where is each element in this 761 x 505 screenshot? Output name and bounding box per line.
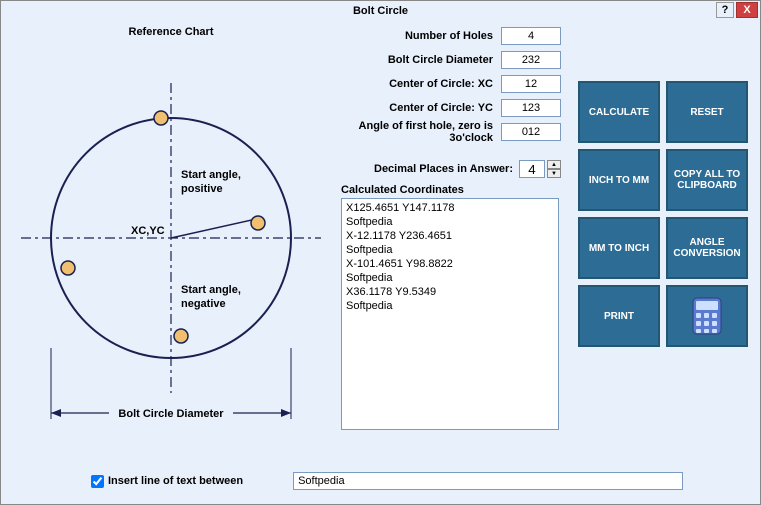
insert-text-checkbox[interactable] — [91, 475, 104, 488]
copy-all-button[interactable]: COPY ALL TO CLIPBOARD — [666, 149, 748, 211]
reset-button[interactable]: RESET — [666, 81, 748, 143]
svg-text:Bolt Circle Diameter: Bolt Circle Diameter — [118, 408, 224, 420]
print-button[interactable]: PRINT — [578, 285, 660, 347]
svg-text:Start angle,: Start angle, — [181, 169, 241, 181]
svg-text:positive: positive — [181, 183, 223, 195]
xc-input[interactable] — [501, 75, 561, 93]
coordinates-output[interactable]: X125.4651 Y147.1178 Softpedia X-12.1178 … — [341, 198, 559, 430]
num-holes-label: Number of Holes — [341, 30, 501, 42]
angle-label: Angle of first hole, zero is 3o'clock — [341, 120, 501, 144]
svg-text:negative: negative — [181, 298, 226, 310]
decimal-input[interactable] — [519, 160, 545, 178]
insert-text-row: Insert line of text between — [91, 472, 683, 490]
yc-label: Center of Circle: YC — [341, 102, 501, 114]
yc-input[interactable] — [501, 99, 561, 117]
window-title: Bolt Circle — [353, 5, 408, 17]
chart-title: Reference Chart — [11, 26, 331, 38]
num-holes-input[interactable] — [501, 27, 561, 45]
close-button[interactable]: X — [736, 2, 758, 18]
input-form: Number of Holes Bolt Circle Diameter Cen… — [341, 26, 561, 430]
xc-label: Center of Circle: XC — [341, 78, 501, 90]
svg-text:Start angle,: Start angle, — [181, 284, 241, 296]
titlebar: Bolt Circle ? X — [1, 1, 760, 21]
svg-text:XC,YC: XC,YC — [131, 225, 165, 237]
coordinates-label: Calculated Coordinates — [341, 184, 561, 196]
calculator-icon — [691, 296, 723, 336]
diameter-label: Bolt Circle Diameter — [341, 54, 501, 66]
calculate-button[interactable]: CALCULATE — [578, 81, 660, 143]
decimal-up-button[interactable]: ▲ — [547, 160, 561, 169]
mm-to-inch-button[interactable]: MM TO INCH — [578, 217, 660, 279]
calculator-button[interactable] — [666, 285, 748, 347]
help-button[interactable]: ? — [716, 2, 734, 18]
reference-chart: Reference Chart XC,YC Start angle, positiv… — [11, 26, 331, 446]
angle-conversion-button[interactable]: ANGLE CONVERSION — [666, 217, 748, 279]
angle-input[interactable] — [501, 123, 561, 141]
chart-svg: XC,YC Start angle, positive Start angle, neg… — [11, 43, 331, 443]
insert-text-input[interactable] — [293, 472, 683, 490]
inch-to-mm-button[interactable]: INCH TO MM — [578, 149, 660, 211]
decimal-label: Decimal Places in Answer: — [374, 163, 519, 175]
decimal-down-button[interactable]: ▼ — [547, 169, 561, 178]
action-buttons: CALCULATE RESET INCH TO MM COPY ALL TO C… — [578, 81, 748, 415]
insert-text-label[interactable]: Insert line of text between — [108, 475, 243, 487]
diameter-input[interactable] — [501, 51, 561, 69]
